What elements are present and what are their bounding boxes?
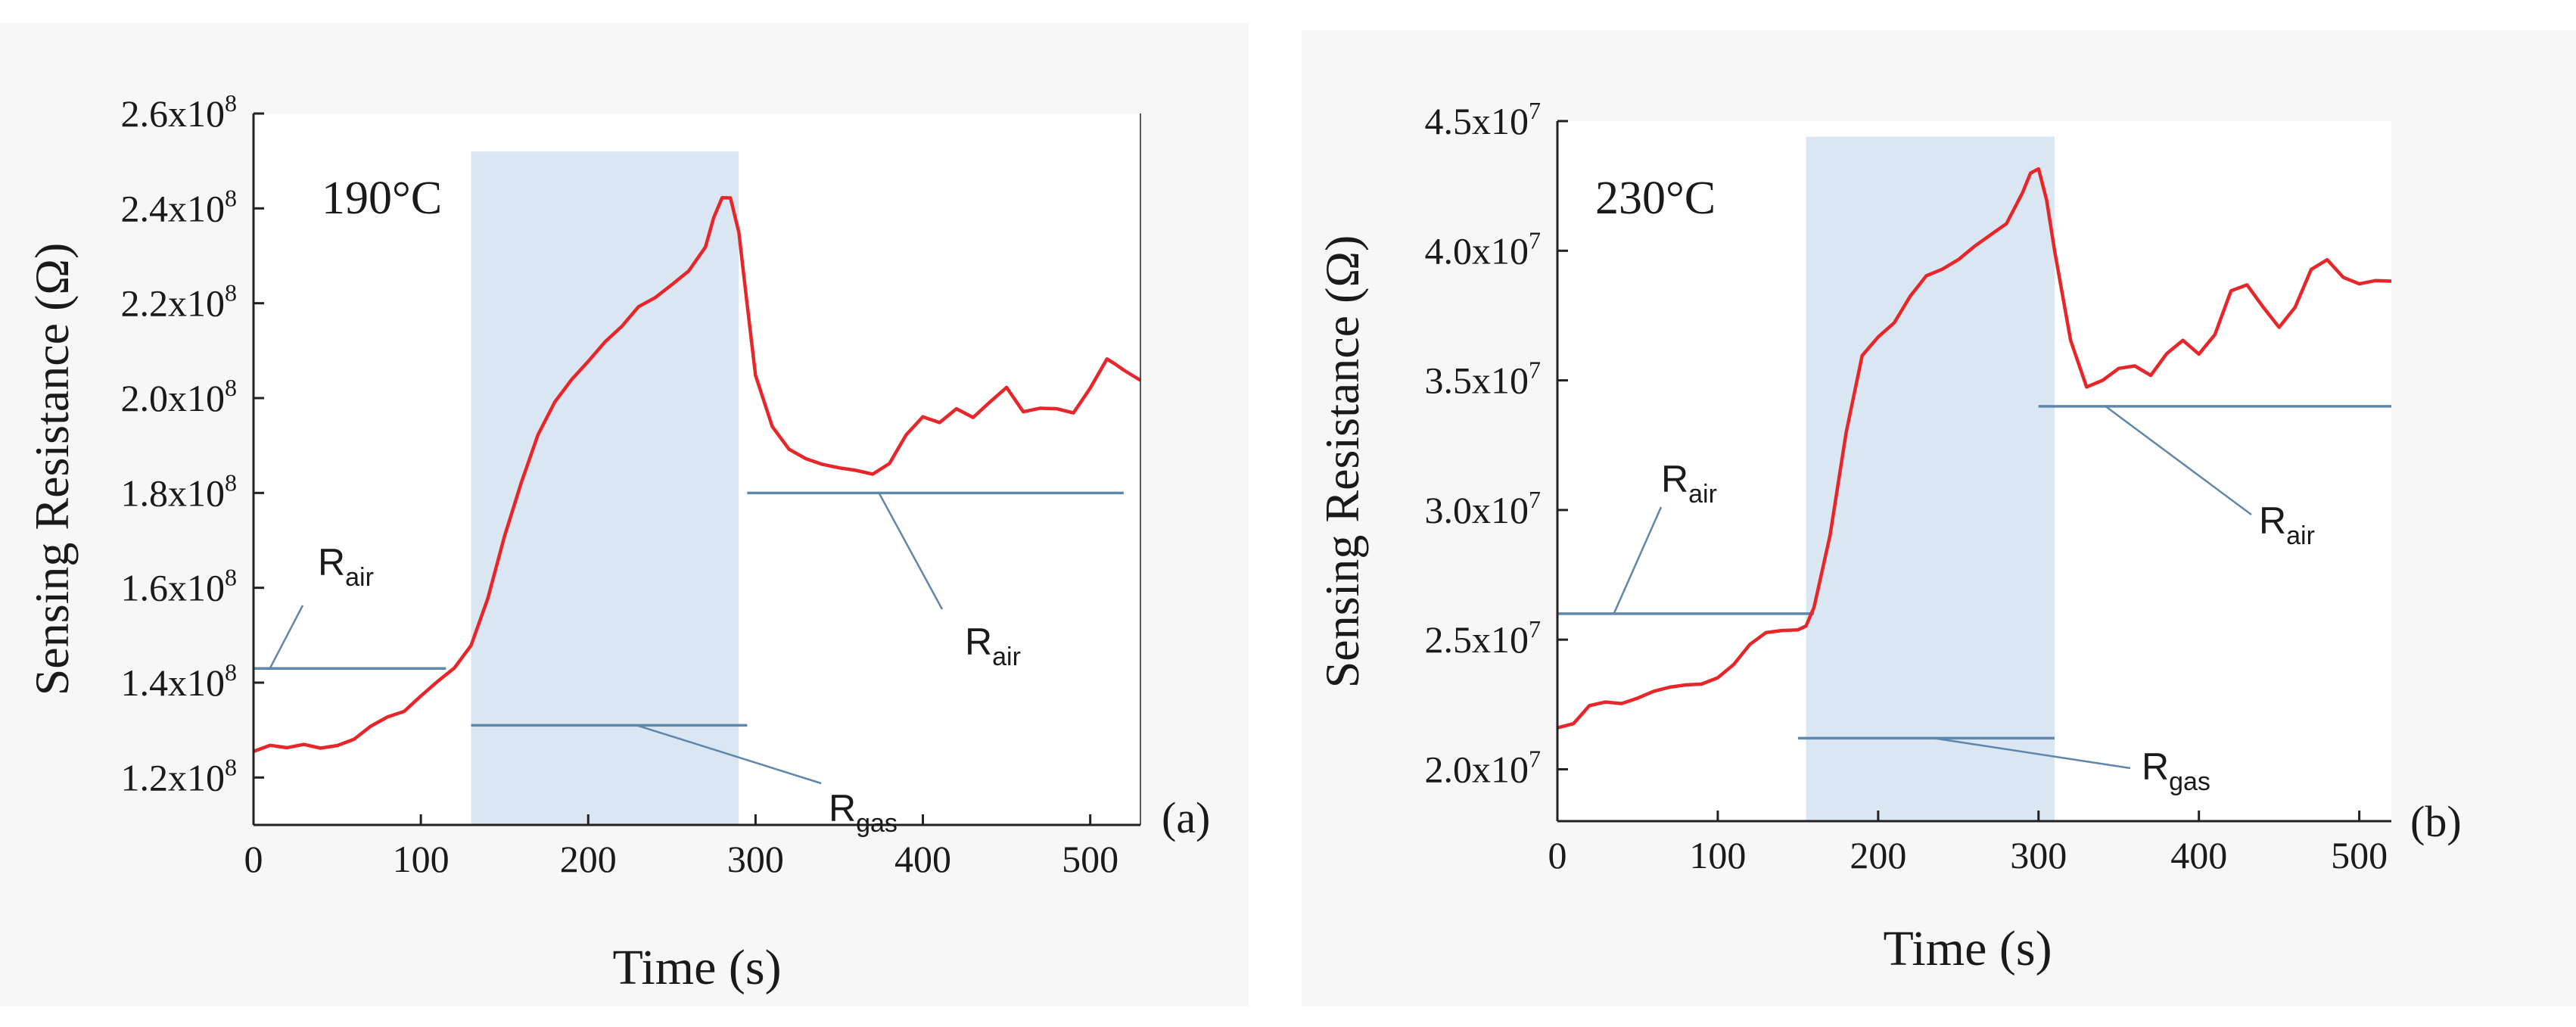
- r-gas-label: Rgas: [2142, 745, 2210, 796]
- y-axis-label: Sensing Resistance (Ω): [25, 243, 79, 696]
- x-axis-label: Time (s): [612, 940, 781, 995]
- temperature-label: 230°C: [1595, 173, 1716, 224]
- y-axis-label: Sensing Resistance (Ω): [1315, 235, 1369, 689]
- y-tick-label: 1.2x108: [121, 753, 238, 798]
- y-tick-label: 2.0x107: [1425, 745, 1542, 790]
- x-tick-label: 100: [393, 838, 450, 880]
- y-tick-label: 1.4x108: [121, 658, 238, 704]
- y-tick-label: 2.5x107: [1425, 615, 1542, 661]
- chart-panel-a: 1.2x108 1.4x108 1.6x108 1.8x108 2.0x108 2.2x1…: [0, 23, 1249, 1007]
- r-air-label: Rair: [965, 621, 1021, 671]
- resistance-curve: [253, 196, 1142, 754]
- x-tick-label: 500: [1062, 838, 1118, 880]
- y-tick-label: 1.6x108: [121, 564, 238, 609]
- x-tick-label: 200: [560, 838, 617, 880]
- panel-label: (a): [1162, 793, 1210, 842]
- annotation-leader-line: [1613, 506, 1663, 615]
- y-tick-label: 2.6x108: [121, 89, 238, 135]
- r-gas-label: Rgas: [829, 787, 898, 838]
- annotation-leader-line: [636, 724, 822, 785]
- annotation-leader-line: [2105, 405, 2252, 516]
- gas-exposure-region: [471, 151, 739, 826]
- r-air-label: Rair: [318, 541, 374, 592]
- gas-exposure-region: [1806, 136, 2055, 822]
- y-tick-label: 1.8x108: [121, 468, 238, 514]
- temperature-label: 190°C: [322, 173, 442, 224]
- x-tick-label: 300: [727, 838, 784, 880]
- x-tick-label: 100: [1689, 834, 1746, 876]
- y-tick-label: 3.0x107: [1425, 486, 1542, 531]
- x-axis-label: Time (s): [1883, 921, 2052, 976]
- x-tick-label: 300: [2010, 834, 2067, 876]
- r-air-label: Rair: [2259, 499, 2315, 550]
- x-tick-label: 400: [2170, 834, 2227, 876]
- chart-panel-b: 2.0x107 2.5x107 3.0x107 3.5x107 4.0x107 4.5x1…: [1302, 30, 2576, 1007]
- annotation-leader-line: [269, 605, 304, 669]
- x-tick-label: 0: [1548, 834, 1567, 876]
- x-tick-label: 500: [2331, 834, 2388, 876]
- r-air-label: Rair: [1661, 458, 1717, 509]
- x-tick-label: 200: [1850, 834, 1906, 876]
- x-tick-label: 400: [894, 838, 951, 880]
- y-tick-label: 2.4x108: [121, 184, 238, 229]
- y-tick-label: 3.5x107: [1425, 356, 1542, 402]
- y-tick-label: 4.0x107: [1425, 226, 1542, 272]
- annotation-leader-line: [878, 492, 944, 610]
- y-tick-label: 2.2x108: [121, 279, 238, 325]
- x-tick-label: 0: [244, 838, 263, 880]
- panel-label: (b): [2410, 797, 2462, 846]
- y-tick-label: 4.5x107: [1425, 97, 1542, 142]
- y-tick-label: 2.0x108: [121, 374, 238, 419]
- annotation-leader-line: [1934, 737, 2131, 770]
- resistance-curve: [1557, 166, 2392, 730]
